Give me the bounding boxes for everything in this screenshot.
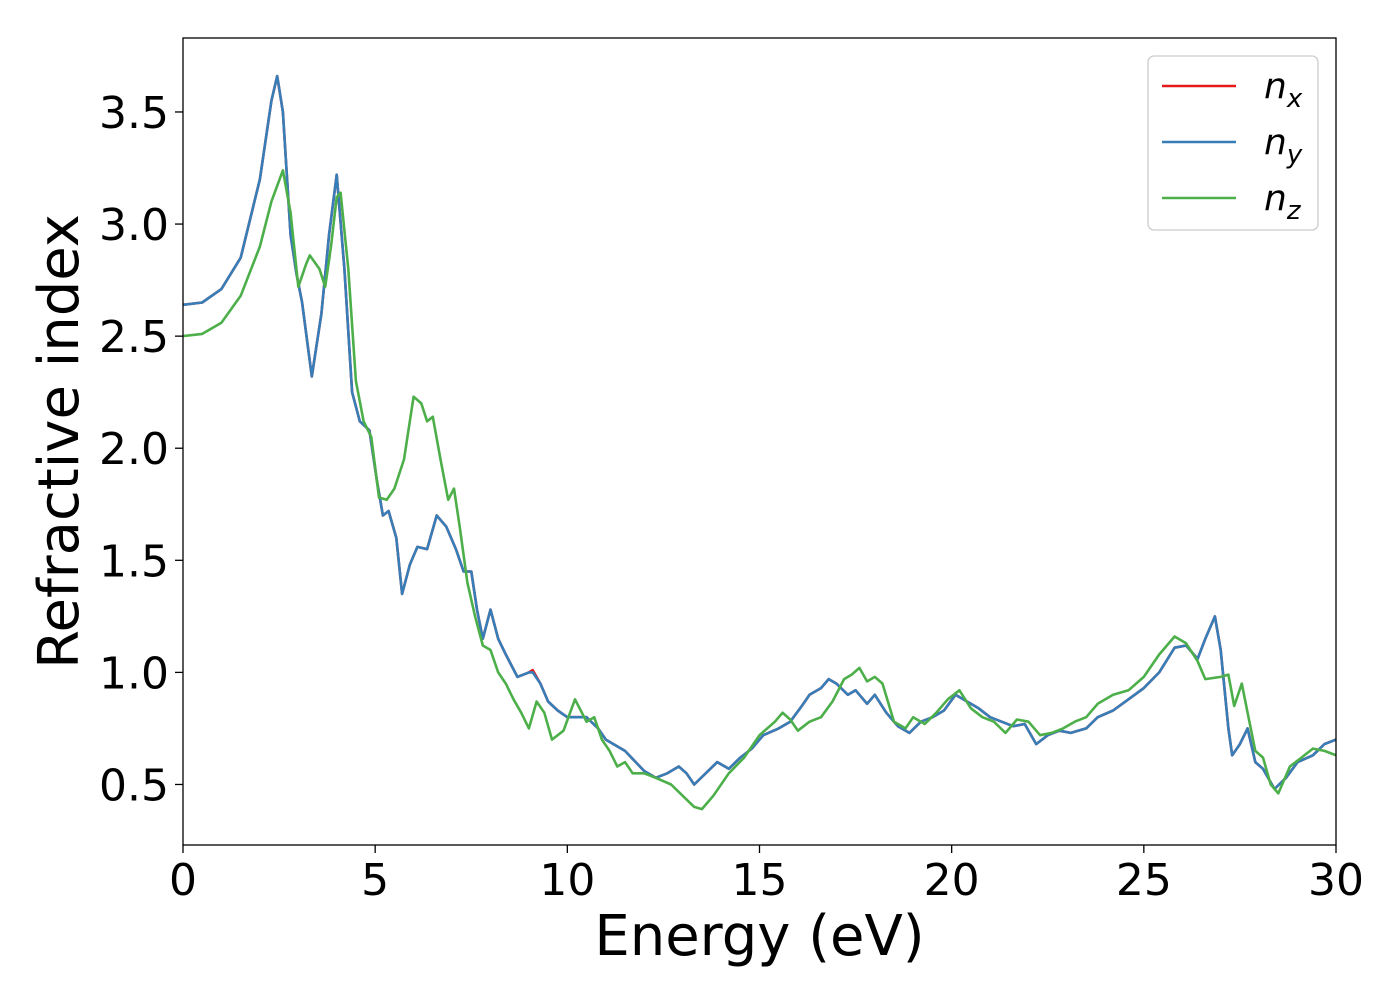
legend-label: nx (1264, 66, 1303, 114)
y-tick-label: 2.5 (99, 312, 169, 363)
legend-label-base: n (1264, 66, 1287, 107)
y-tick-label: 3.0 (99, 200, 169, 251)
legend-label: nz (1264, 178, 1302, 226)
x-tick-label: 15 (732, 855, 788, 906)
x-tick-label: 30 (1308, 855, 1364, 906)
series-layer (183, 74, 1336, 811)
legend-label-base: n (1264, 178, 1287, 219)
legend-entry-nx: nx (1162, 66, 1303, 114)
x-tick-label: 20 (924, 855, 980, 906)
legend-label-base: n (1264, 122, 1287, 163)
legend-label: ny (1264, 122, 1303, 170)
y-axis-ticks: 0.5 1.0 1.5 2.0 2.5 3.0 3.5 (99, 88, 183, 811)
y-tick-label: 2.0 (99, 424, 169, 475)
y-tick-label: 1.5 (99, 536, 169, 587)
y-tick-label: 3.5 (99, 88, 169, 139)
y-tick-label: 1.0 (99, 648, 169, 699)
legend-entry-ny: ny (1162, 122, 1303, 170)
x-axis-title: Energy (eV) (594, 904, 924, 969)
legend-entry-nz: nz (1162, 178, 1302, 226)
x-tick-label: 0 (169, 855, 197, 906)
y-tick-label: 0.5 (99, 760, 169, 811)
x-tick-label: 25 (1116, 855, 1172, 906)
x-tick-label: 5 (361, 855, 389, 906)
legend-label-subscript: y (1286, 140, 1303, 170)
series-line-nz (183, 169, 1336, 811)
x-axis-ticks: 0 5 10 15 20 25 30 (169, 845, 1364, 906)
y-axis-title: Refractive index (27, 214, 92, 669)
x-tick-label: 10 (539, 855, 595, 906)
legend-label-subscript: x (1286, 84, 1303, 114)
legend-label-subscript: z (1286, 196, 1302, 226)
